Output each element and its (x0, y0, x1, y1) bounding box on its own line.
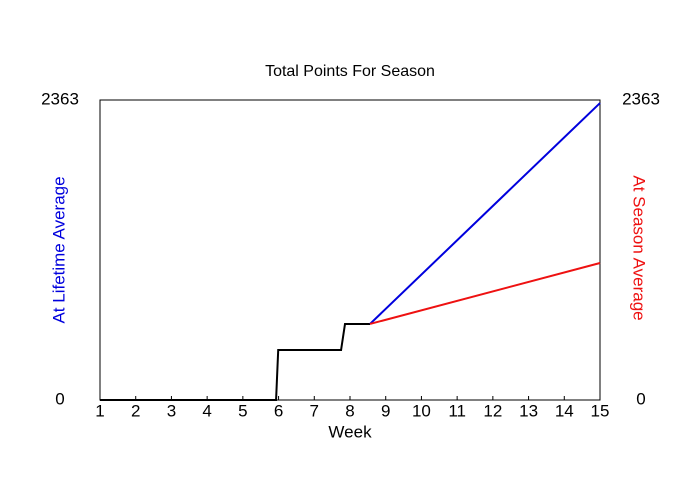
x-axis-label: Week (328, 422, 372, 441)
y2-tick-label: 0 (636, 389, 645, 408)
x-tick-label: 4 (202, 401, 211, 420)
x-tick-label: 7 (310, 401, 319, 420)
x-tick-label: 11 (448, 401, 466, 420)
x-tick-label: 10 (412, 401, 431, 420)
legend-label: At Season Average (630, 175, 649, 320)
x-tick-label: 2 (131, 401, 140, 420)
x-tick-label: 1 (95, 401, 104, 420)
x-tick-label: 14 (555, 401, 574, 420)
x-tick-label: 8 (345, 401, 354, 420)
x-tick-label: 9 (381, 401, 390, 420)
x-tick-label: 13 (519, 401, 538, 420)
x-tick-label: 6 (274, 401, 283, 420)
y-tick-label: 0 (55, 389, 64, 408)
x-tick-label: 5 (238, 401, 247, 420)
y2-tick-label: 2363 (622, 89, 660, 108)
data-line (369, 262, 601, 325)
x-tick-label: 15 (591, 401, 610, 420)
data-line (369, 102, 601, 325)
y-tick-label: 2363 (41, 89, 79, 108)
chart-title: Total Points For Season (265, 63, 435, 80)
x-tick-label: 12 (483, 401, 502, 420)
data-line (100, 322, 370, 401)
legend-label: At Lifetime Average (49, 176, 68, 323)
plot-frame (99, 99, 601, 401)
x-tick-label: 3 (167, 401, 176, 420)
